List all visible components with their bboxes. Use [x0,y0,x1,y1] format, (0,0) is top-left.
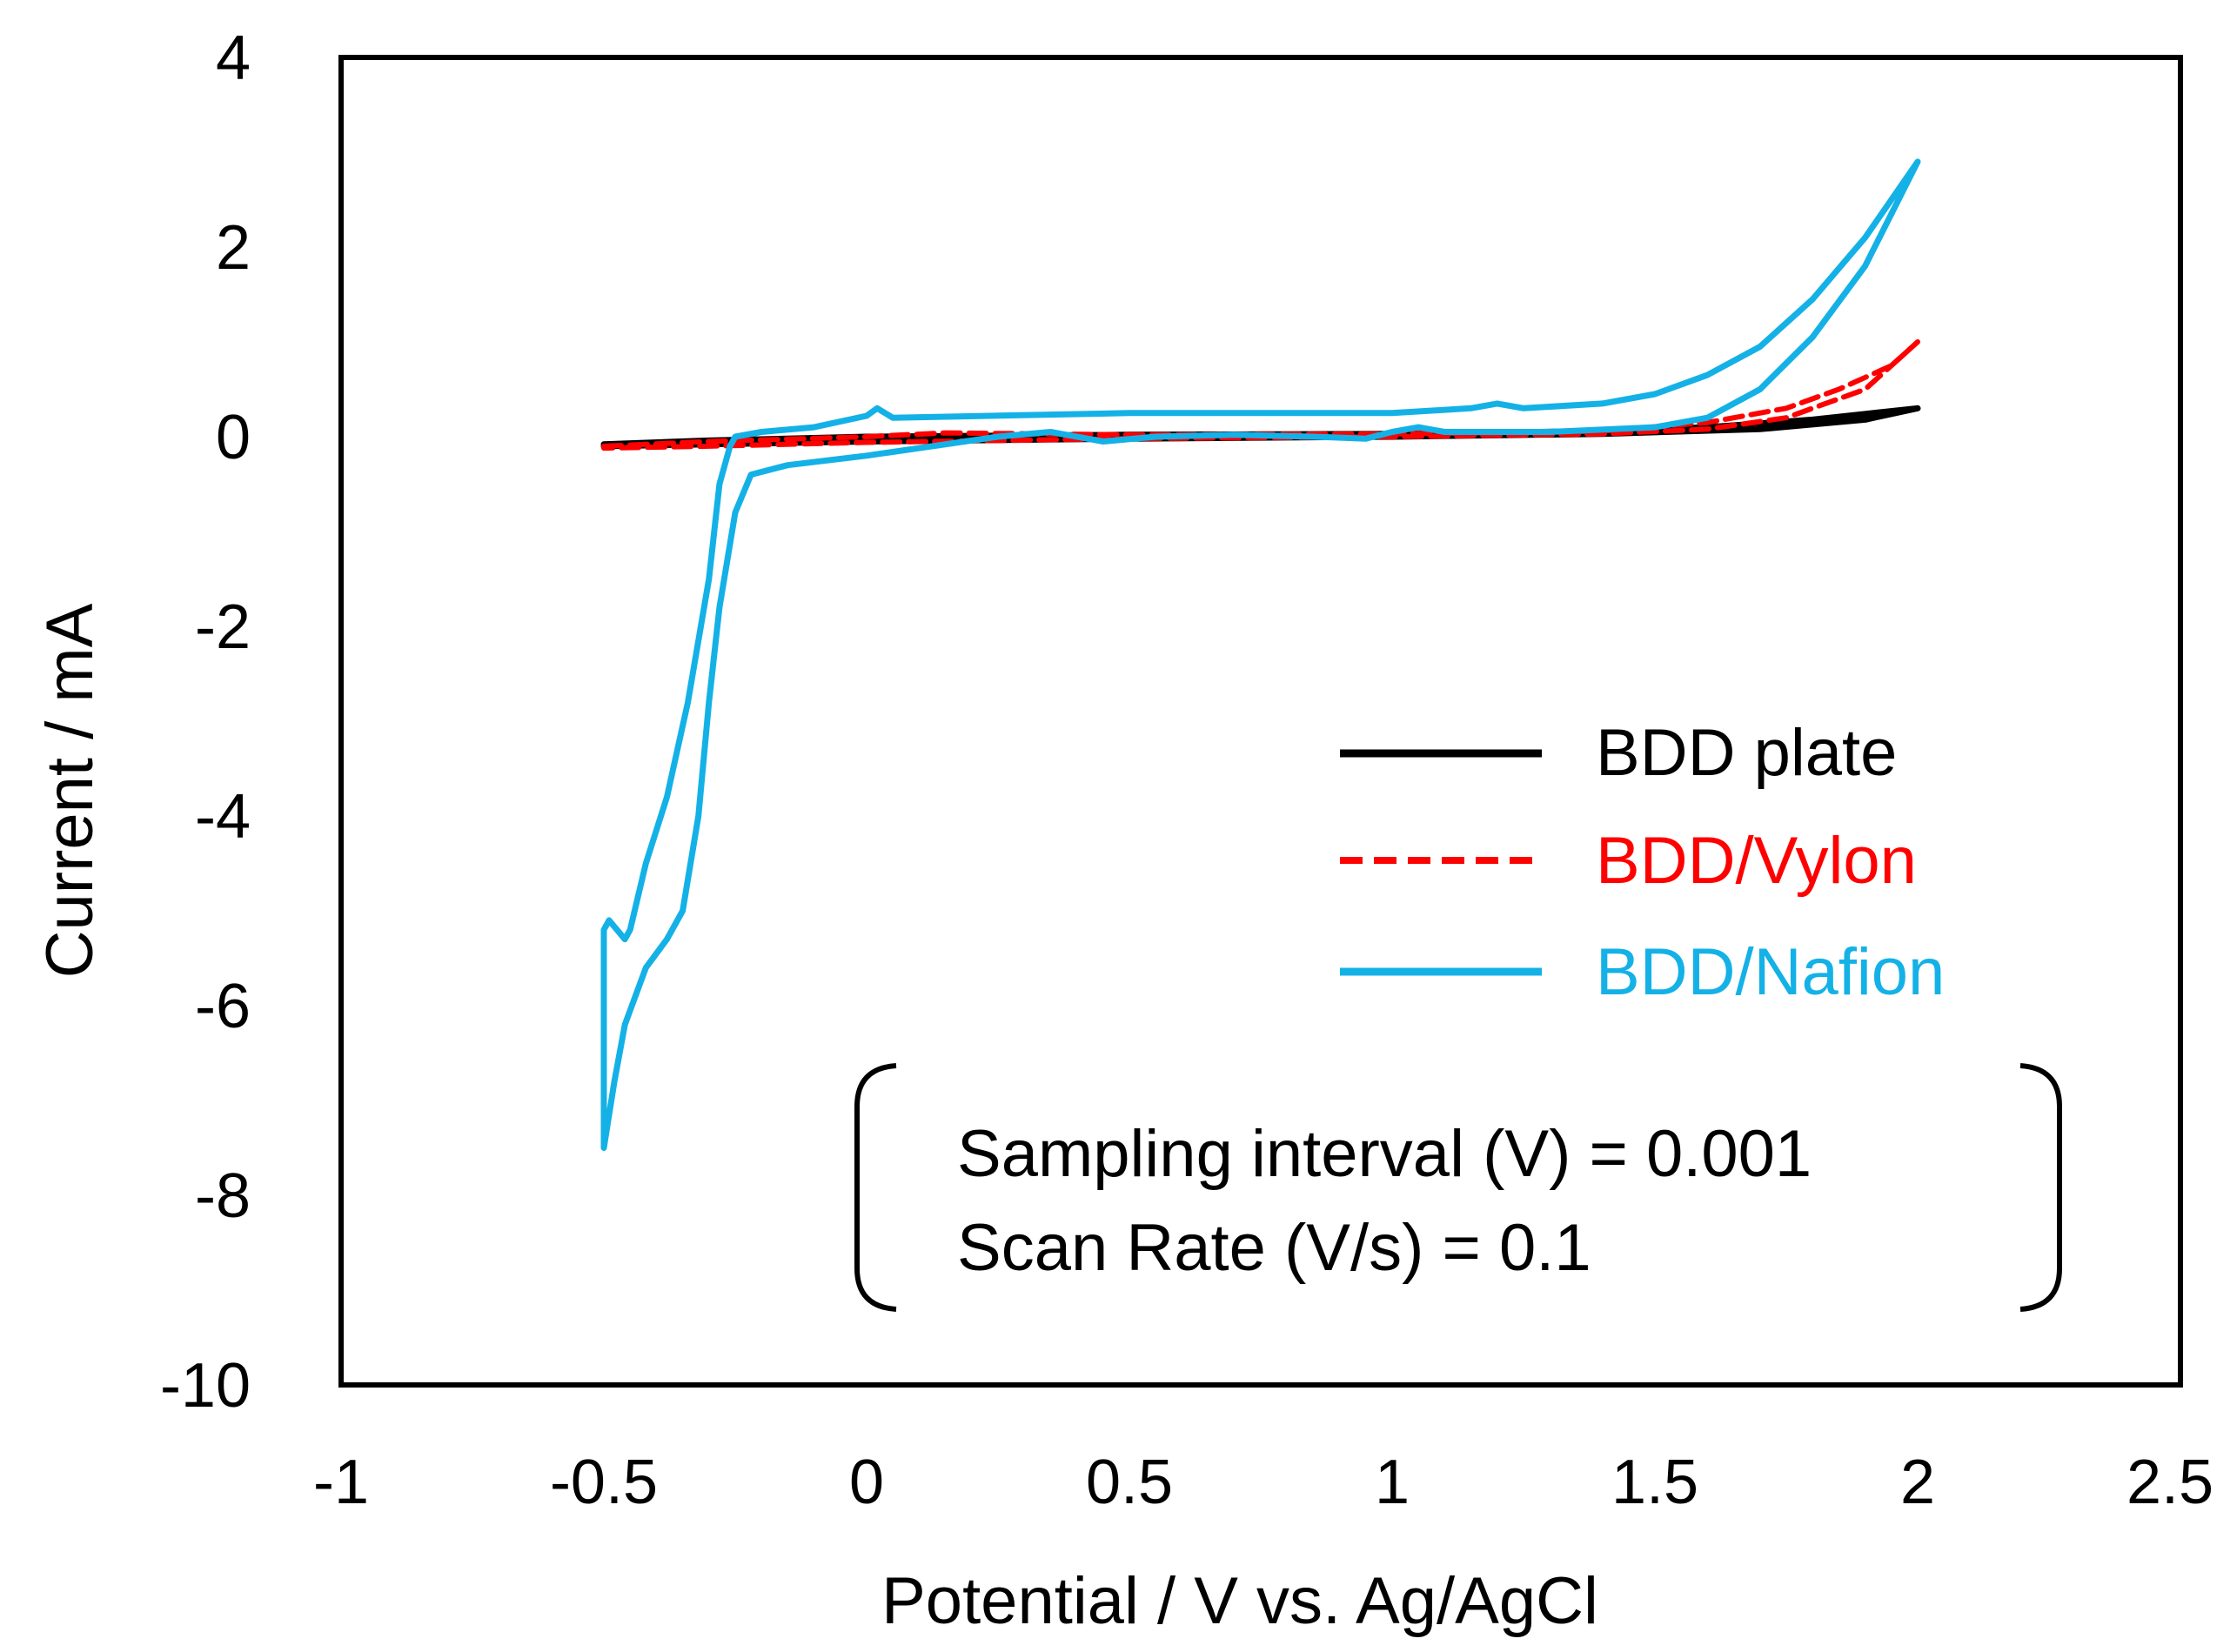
plot-frame [338,55,2183,1388]
x-tick-labels: -1 -0.5 0 0.5 1 1.5 2 2.5 [313,1448,2214,1517]
annotation-line-sampling: Sampling interval (V) = 0.001 [957,1117,1812,1191]
legend-label-bdd-nafion: BDD/Nafion [1596,935,1945,1009]
y-tick-label: 4 [216,23,251,93]
x-tick-label: 1 [1375,1448,1410,1517]
legend-label-bdd-vylon: BDD/Vylon [1596,824,1917,898]
x-tick-label: 0.5 [1086,1448,1173,1517]
series-layer [600,158,1921,1151]
y-tick-label: -2 [195,592,251,662]
y-tick-label: 0 [216,403,251,472]
annotation-line-scan-rate: Scan Rate (V/s) = 0.1 [957,1211,1591,1285]
annotation-box: Sampling interval (V) = 0.001 Scan Rate … [854,1063,2062,1312]
x-axis-title: Potential / V vs. Ag/AgCl [881,1564,1598,1638]
x-tick-label: -0.5 [550,1448,658,1517]
series-line-bdd-nafion [600,158,1921,1151]
x-tick-label: -1 [313,1448,369,1517]
left-bracket [854,1063,897,1312]
right-bracket [2019,1063,2062,1312]
x-tick-label: 0 [849,1448,884,1517]
y-tick-label: -8 [195,1161,251,1231]
x-tick-label: 1.5 [1611,1448,1698,1517]
x-tick-label: 2.5 [2126,1448,2214,1517]
legend: BDD plate BDD/Vylon BDD/Nafion [1340,716,1945,1009]
y-tick-label: 2 [216,213,251,283]
y-tick-label: -10 [160,1351,251,1421]
x-tick-label: 2 [1900,1448,1935,1517]
legend-label-bdd-plate: BDD plate [1596,716,1897,790]
y-tick-label: -6 [195,972,251,1041]
y-axis-title: Current / mA [33,603,107,978]
y-tick-label: -4 [195,782,251,852]
y-tick-labels: -10 -8 -6 -4 -2 0 2 4 [160,23,251,1421]
